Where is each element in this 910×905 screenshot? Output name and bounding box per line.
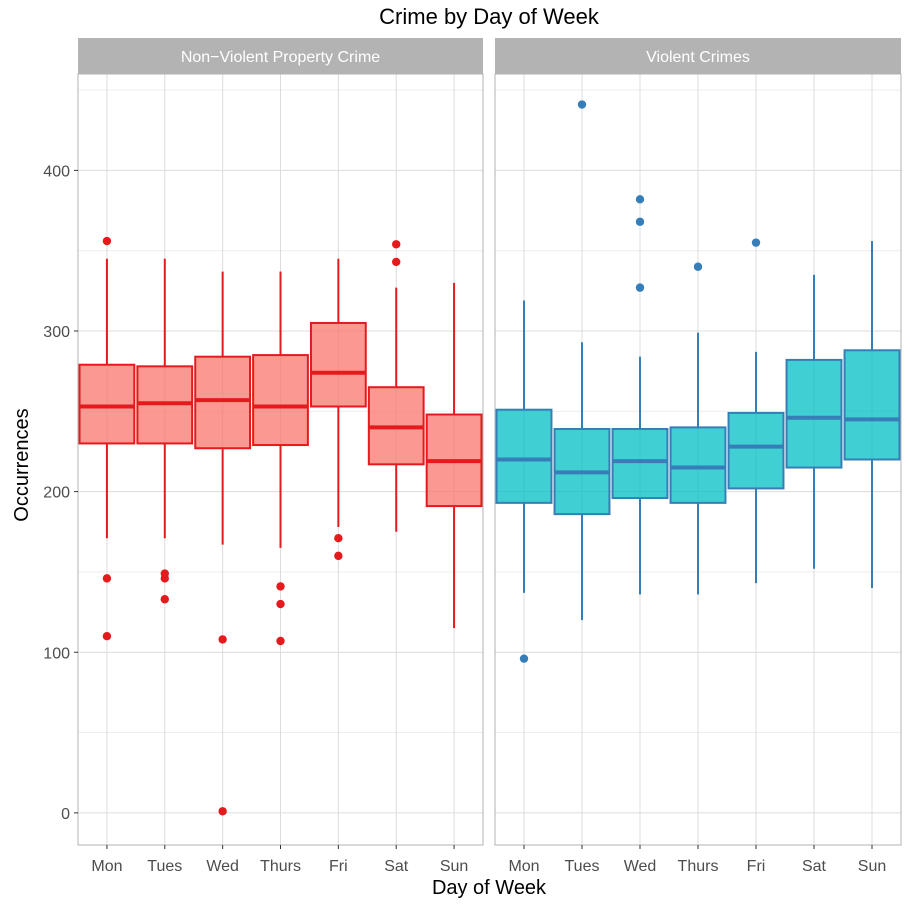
x-tick-label: Mon xyxy=(91,858,122,875)
boxplot-tues xyxy=(553,100,611,621)
boxplot-thurs xyxy=(669,262,727,595)
boxplot-fri xyxy=(727,238,785,584)
x-tick-label: Sat xyxy=(384,858,409,875)
outlier-point xyxy=(334,534,343,543)
panel-2: Violent Crimes Mon Tues Wed Thurs Fri Sat Sun xyxy=(494,38,902,875)
facet-strip-label: Non−Violent Property Crime xyxy=(181,49,380,66)
outlier-point xyxy=(160,574,169,583)
outlier-point xyxy=(218,807,227,816)
facet-strip xyxy=(495,38,901,74)
y-tick-label: 100 xyxy=(43,645,70,662)
boxplot-mon xyxy=(78,236,136,641)
chart-title: Crime by Day of Week xyxy=(379,4,600,29)
facet-strip xyxy=(78,38,483,74)
box xyxy=(785,358,843,469)
box xyxy=(78,363,136,445)
x-tick-label: Thurs xyxy=(678,858,719,875)
outlier-point xyxy=(276,599,285,609)
outlier-point xyxy=(102,236,112,246)
boxplot-sat xyxy=(367,240,425,532)
outlier-point xyxy=(102,574,112,583)
outlier-point xyxy=(276,582,285,591)
y-tick-label: 400 xyxy=(43,163,70,180)
box xyxy=(611,427,669,500)
outlier-point xyxy=(635,195,645,204)
x-tick-label: Mon xyxy=(508,858,539,875)
outlier-point xyxy=(276,636,285,646)
boxplot-wed xyxy=(194,271,252,816)
outlier-point xyxy=(218,635,227,644)
boxplot-mon xyxy=(495,300,553,663)
box xyxy=(843,349,901,461)
box xyxy=(252,354,309,447)
x-tick-label: Fri xyxy=(747,858,766,875)
y-tick-label: 200 xyxy=(43,485,70,502)
y-tick-label: 0 xyxy=(61,806,70,823)
boxplot-sat xyxy=(785,274,843,569)
boxplot-fri xyxy=(309,258,367,561)
x-tick-label: Thurs xyxy=(260,858,301,875)
x-tick-label: Sun xyxy=(858,858,886,875)
facet-strip-label: Violent Crimes xyxy=(646,49,750,66)
y-tick-label: 300 xyxy=(43,324,70,341)
outlier-point xyxy=(392,257,401,267)
box xyxy=(669,426,727,504)
panel-1: Non−Violent Property Crime Mon Tues Wed Thur… xyxy=(77,38,484,875)
x-axis-title: Day of Week xyxy=(432,877,547,899)
boxplot-wed xyxy=(611,195,669,595)
x-tick-label: Fri xyxy=(329,858,348,875)
outlier-point xyxy=(693,262,703,271)
outlier-point xyxy=(577,100,587,109)
x-tick-label: Wed xyxy=(206,858,239,875)
box xyxy=(309,321,367,408)
outlier-point xyxy=(102,631,112,641)
outlier-point xyxy=(519,654,529,663)
y-axis-title: Occurrences xyxy=(11,408,33,521)
outlier-point xyxy=(635,283,645,292)
outlier-point xyxy=(392,240,401,249)
boxplot-thurs xyxy=(252,271,309,646)
outlier-point xyxy=(160,595,169,604)
boxplot-tues xyxy=(136,258,194,604)
outlier-point xyxy=(635,217,645,226)
boxplot-sun xyxy=(425,282,483,629)
outlier-point xyxy=(334,551,343,561)
plot-area: Non−Violent Property Crime Mon Tues Wed Thur… xyxy=(43,38,902,875)
box xyxy=(495,408,553,504)
box xyxy=(194,355,252,450)
x-tick-label: Sun xyxy=(440,858,468,875)
boxplot-sun xyxy=(843,241,901,588)
box xyxy=(727,411,785,490)
outlier-point xyxy=(751,238,761,247)
x-tick-label: Tues xyxy=(147,858,182,875)
x-tick-label: Wed xyxy=(624,858,657,875)
x-tick-label: Tues xyxy=(565,858,600,875)
x-tick-label: Sat xyxy=(802,858,827,875)
